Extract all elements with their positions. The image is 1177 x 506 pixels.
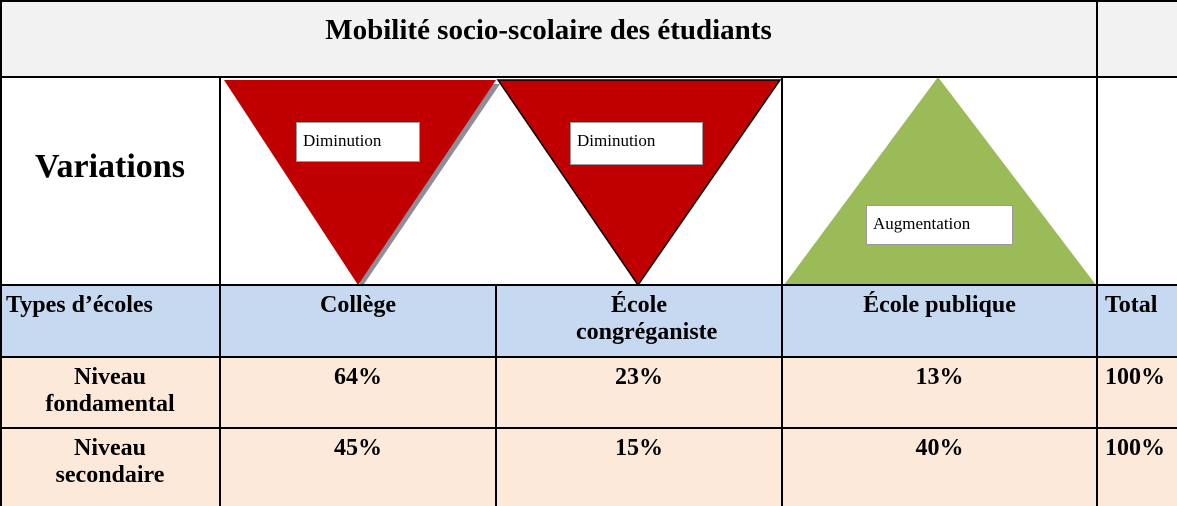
cell: 40% <box>915 435 964 461</box>
variations-label: Variations <box>35 148 185 185</box>
cell: 45% <box>334 435 382 461</box>
cell: 13% <box>915 364 964 390</box>
cell: 15% <box>615 435 663 461</box>
down-triangle <box>496 79 782 287</box>
cell: 23% <box>615 364 663 390</box>
variation: Diminution <box>570 122 703 165</box>
title-row <box>0 0 1177 77</box>
title: Mobilité socio-scolaire des étudiants <box>325 14 772 45</box>
row-header: Niveau fondamental <box>45 364 175 417</box>
cell: 100% <box>1105 435 1165 461</box>
down-triangle <box>224 80 496 285</box>
column-header: École publique <box>863 292 1016 318</box>
column-header: Total <box>1105 292 1158 318</box>
cell: 64% <box>334 364 382 390</box>
variation: Augmentation <box>866 205 1013 245</box>
variation: Diminution <box>296 122 420 162</box>
row-header: Niveau secondaire <box>55 435 165 488</box>
data-rows <box>0 357 1177 506</box>
cell: 100% <box>1105 364 1165 390</box>
header-row <box>0 285 1177 357</box>
up-triangle <box>784 77 1096 285</box>
column-header: École congréganiste <box>576 292 718 345</box>
column-header: Collège <box>320 292 396 318</box>
column-header: Types d’écoles <box>6 292 153 318</box>
